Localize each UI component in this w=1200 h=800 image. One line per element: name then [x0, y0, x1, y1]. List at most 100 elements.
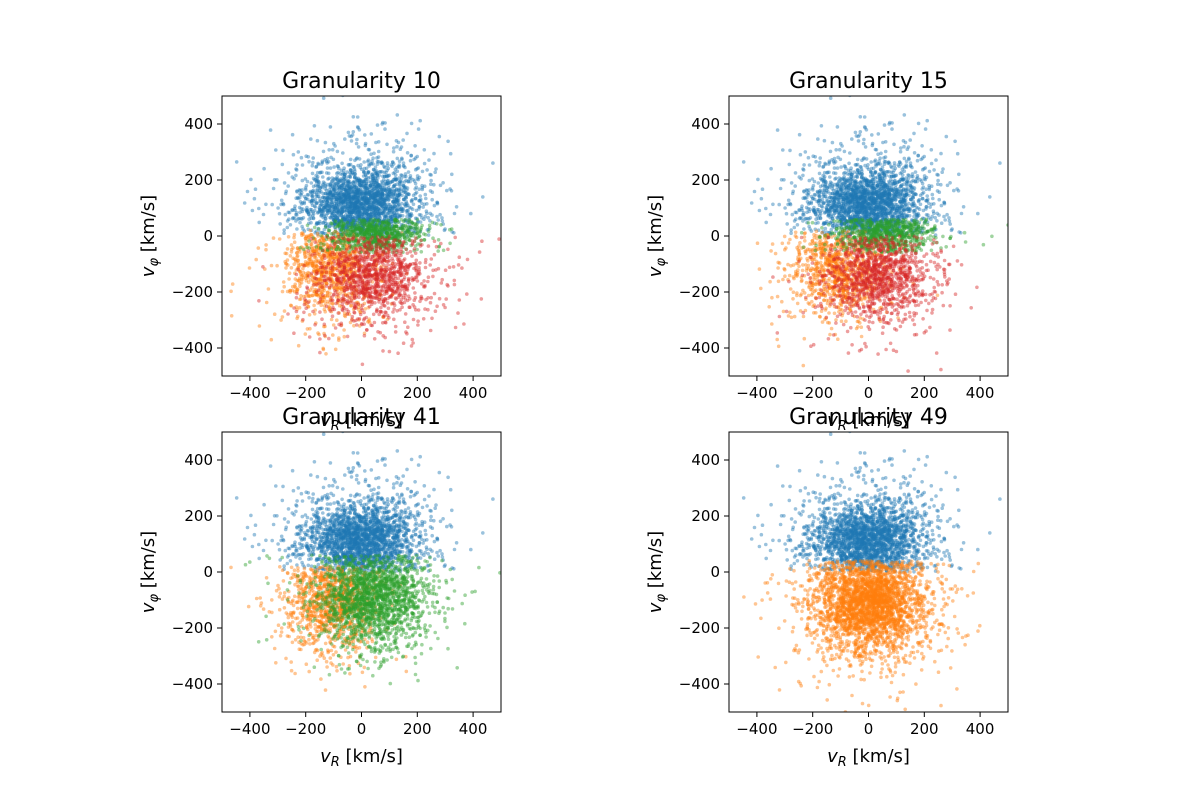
scatter-point [333, 188, 337, 192]
scatter-point [301, 247, 306, 252]
scatter-point [394, 198, 399, 202]
scatter-point [385, 181, 389, 186]
scatter-point [330, 250, 335, 255]
scatter-point [364, 190, 368, 195]
scatter-point [460, 266, 464, 270]
scatter-point [389, 194, 393, 199]
scatter-point [364, 192, 368, 197]
scatter-point [392, 211, 397, 215]
scatter-point [363, 210, 367, 214]
scatter-point [428, 328, 433, 333]
scatter-point [426, 244, 431, 248]
scatter-point [354, 204, 359, 209]
scatter-point [373, 171, 378, 176]
scatter-point [367, 214, 371, 218]
scatter-point [356, 181, 361, 185]
scatter-point [346, 181, 351, 185]
scatter-point [288, 223, 293, 227]
scatter-point [332, 222, 337, 227]
scatter-point [399, 207, 404, 212]
scatter-point [310, 203, 315, 207]
scatter-point [315, 201, 319, 205]
scatter-point [327, 204, 331, 208]
scatter-point [392, 170, 397, 175]
scatter-point [352, 285, 357, 290]
scatter-point [313, 183, 318, 188]
scatter-point [411, 193, 416, 198]
scatter-point [353, 183, 357, 187]
scatter-point [373, 221, 378, 225]
scatter-point [326, 246, 331, 250]
scatter-point [283, 212, 288, 217]
scatter-point [412, 226, 416, 231]
scatter-point [315, 187, 319, 192]
scatter-point [400, 156, 404, 161]
scatter-point [375, 189, 380, 193]
scatter-point [339, 321, 344, 326]
scatter-point [416, 177, 421, 182]
scatter-point [406, 208, 411, 213]
scatter-point [385, 231, 389, 235]
scatter-point [341, 236, 346, 241]
scatter-point [384, 320, 388, 325]
scatter-point [314, 276, 319, 281]
scatter-point [338, 255, 342, 259]
scatter-point [347, 223, 352, 228]
scatter-point [374, 169, 379, 173]
scatter-point [401, 233, 405, 238]
scatter-point [329, 221, 333, 226]
scatter-point [378, 185, 382, 190]
scatter-point [342, 208, 347, 212]
scatter-point [319, 213, 324, 217]
scatter-point [288, 254, 293, 258]
scatter-point [353, 211, 357, 216]
scatter-point [283, 251, 288, 256]
scatter-point [229, 314, 234, 318]
scatter-point [335, 278, 340, 283]
scatter-point [336, 193, 341, 198]
scatter-point [395, 156, 400, 161]
scatter-point [392, 230, 397, 235]
scatter-point [383, 188, 388, 193]
scatter-point [287, 210, 292, 215]
scatter-point [426, 233, 431, 237]
scatter-point [343, 217, 348, 222]
scatter-point [353, 206, 358, 210]
scatter-point [341, 270, 346, 275]
scatter-point [337, 193, 342, 197]
scatter-point [356, 195, 361, 200]
scatter-point [363, 218, 367, 223]
scatter-point [376, 193, 380, 198]
scatter-point [345, 220, 350, 225]
scatter-point [325, 166, 330, 170]
scatter-point [327, 188, 331, 192]
scatter-point [405, 288, 410, 292]
scatter-point [352, 271, 357, 276]
scatter-point [353, 205, 358, 209]
scatter-point [335, 186, 340, 190]
scatter-point [375, 199, 379, 204]
scatter-point [364, 212, 369, 216]
scatter-point [317, 180, 321, 184]
scatter-point [384, 228, 388, 232]
scatter-point [426, 279, 430, 284]
scatter-point [356, 222, 360, 226]
scatter-point [363, 251, 367, 256]
scatter-point [422, 238, 427, 242]
scatter-point [303, 260, 308, 264]
scatter-point [756, 177, 760, 182]
scatter-point [435, 304, 439, 309]
scatter-point [373, 176, 377, 180]
scatter-point [401, 341, 406, 346]
scatter-point [363, 133, 367, 137]
scatter-point [308, 326, 312, 331]
scatter-point [376, 155, 381, 159]
scatter-point [298, 220, 302, 225]
scatter-point [805, 210, 809, 215]
scatter-point [404, 230, 408, 234]
scatter-point [369, 132, 374, 136]
scatter-point [394, 204, 398, 209]
scatter-point [317, 210, 322, 214]
scatter-point [375, 205, 379, 210]
